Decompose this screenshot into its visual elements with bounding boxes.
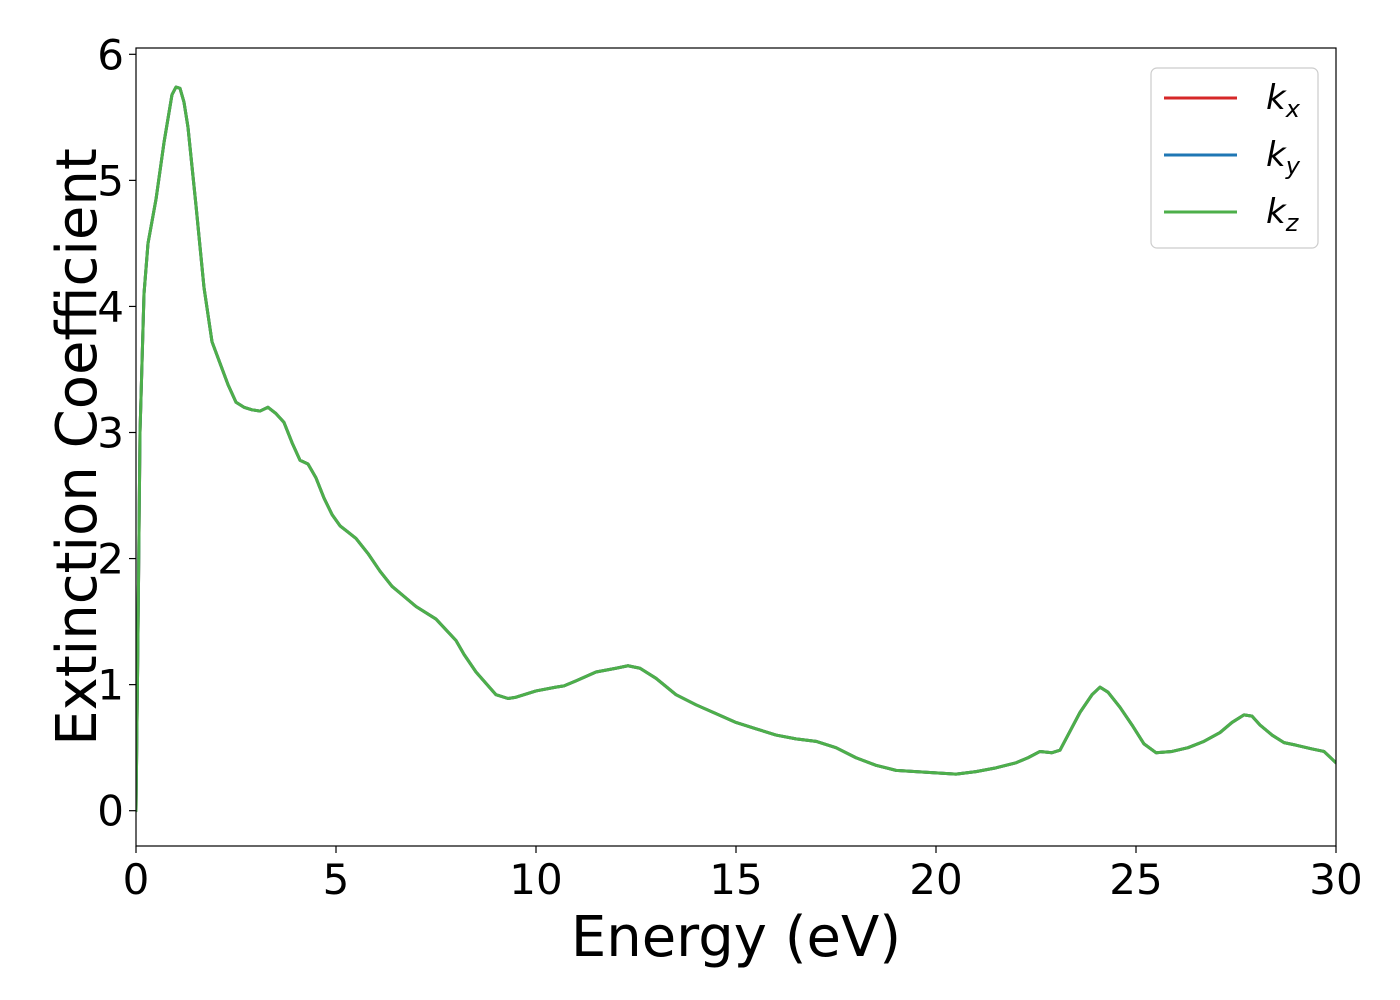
x-tick-label: 0 [123,855,150,904]
series-line-kz [136,85,1336,813]
y-tick-label: 5 [97,156,124,205]
legend-label-kz: kz [1266,192,1300,237]
y-axis-label: Extinction Coefficient [45,148,110,746]
legend-label-kx: kx [1266,78,1301,123]
legend-label-ky: ky [1266,135,1301,180]
x-tick-label: 5 [323,855,350,904]
x-axis-label: Energy (eV) [571,905,901,970]
legend: kx ky kz [1150,67,1319,249]
x-tick-label: 25 [1109,855,1162,904]
y-tick-label: 3 [97,409,124,458]
y-tick-label: 0 [97,787,124,836]
x-tick-label: 30 [1309,855,1362,904]
y-tick-label: 1 [97,661,124,710]
y-axis-ticks: 0 1 2 3 4 5 6 [97,30,136,836]
x-tick-label: 10 [509,855,562,904]
x-tick-label: 20 [909,855,962,904]
y-tick-label: 6 [97,30,124,79]
x-axis-ticks: 0 5 10 15 20 25 30 [123,846,1363,904]
y-tick-label: 4 [97,282,124,331]
x-tick-label: 15 [709,855,762,904]
legend-box [1150,67,1319,249]
series-layer [136,85,1336,813]
y-tick-label: 2 [97,535,124,584]
